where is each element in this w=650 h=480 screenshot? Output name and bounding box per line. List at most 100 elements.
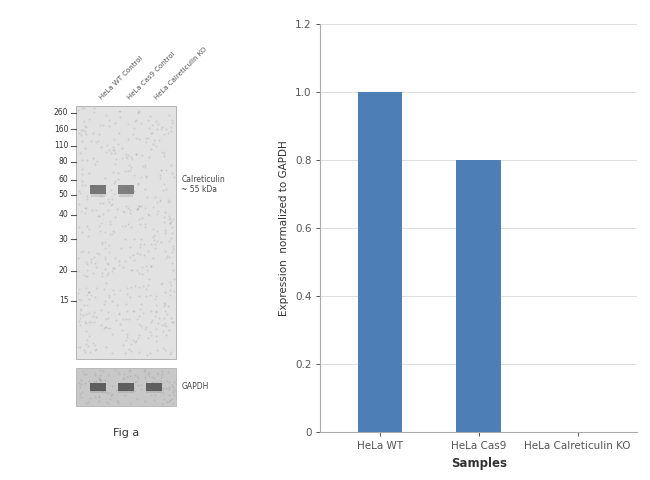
Point — [168, 391, 179, 398]
Point — [101, 111, 111, 119]
Point — [159, 218, 169, 226]
Point — [164, 215, 175, 222]
Point — [108, 228, 118, 235]
Point — [103, 261, 114, 268]
Point — [80, 379, 90, 387]
Point — [84, 225, 94, 233]
Point — [142, 351, 152, 359]
Point — [93, 212, 103, 220]
Point — [81, 399, 92, 407]
Point — [111, 386, 121, 394]
Point — [159, 247, 170, 254]
Point — [165, 219, 176, 227]
Point — [124, 345, 134, 353]
Point — [151, 301, 162, 309]
Point — [140, 161, 150, 168]
Point — [160, 227, 170, 234]
Point — [160, 229, 170, 237]
Point — [82, 222, 92, 229]
Point — [166, 395, 177, 403]
Point — [124, 399, 135, 407]
Point — [124, 294, 135, 301]
Point — [124, 366, 134, 374]
Point — [118, 188, 129, 195]
Point — [166, 123, 176, 131]
Point — [133, 334, 144, 342]
Point — [125, 223, 136, 231]
Point — [141, 172, 151, 180]
Point — [164, 350, 175, 358]
Point — [114, 130, 124, 137]
Point — [162, 196, 173, 204]
Point — [127, 130, 138, 138]
Point — [126, 266, 136, 274]
Point — [99, 265, 110, 273]
Point — [133, 204, 144, 212]
Point — [132, 266, 142, 274]
Point — [166, 381, 177, 388]
Point — [121, 300, 131, 308]
Point — [159, 321, 169, 328]
Point — [164, 219, 175, 227]
Point — [103, 248, 114, 255]
Point — [109, 290, 119, 298]
Point — [135, 173, 146, 180]
Point — [162, 129, 173, 136]
Point — [157, 123, 167, 131]
Point — [157, 321, 167, 329]
Point — [163, 198, 174, 206]
Point — [120, 235, 131, 242]
Point — [73, 224, 84, 231]
Point — [75, 311, 86, 318]
Point — [82, 195, 92, 203]
Point — [168, 215, 179, 222]
Point — [115, 108, 125, 115]
Text: Calreticulin
~ 55 kDa: Calreticulin ~ 55 kDa — [181, 175, 225, 194]
Point — [125, 206, 135, 214]
Point — [109, 228, 119, 235]
Point — [94, 393, 105, 401]
Point — [159, 395, 169, 403]
Point — [157, 186, 168, 194]
Point — [135, 251, 146, 258]
Point — [94, 222, 105, 230]
Point — [157, 384, 168, 392]
Point — [79, 204, 90, 212]
Point — [151, 238, 162, 245]
Point — [108, 143, 118, 151]
Point — [134, 107, 144, 115]
Point — [82, 260, 92, 267]
Point — [146, 331, 156, 339]
Point — [146, 129, 156, 136]
Point — [131, 395, 142, 402]
Point — [94, 130, 104, 138]
Point — [123, 220, 133, 228]
Point — [108, 286, 118, 293]
Point — [113, 368, 124, 376]
Point — [107, 201, 118, 208]
Bar — [119, 194, 133, 197]
Point — [81, 340, 91, 348]
Point — [132, 205, 142, 213]
Point — [96, 219, 106, 227]
Point — [86, 206, 97, 214]
Point — [73, 344, 83, 351]
Point — [123, 187, 133, 194]
Point — [76, 388, 86, 396]
Point — [166, 161, 177, 169]
Point — [118, 370, 129, 378]
Point — [81, 327, 92, 335]
Point — [120, 223, 131, 230]
Bar — [90, 391, 107, 394]
Point — [147, 130, 157, 137]
Point — [144, 124, 154, 132]
Point — [131, 150, 142, 158]
Point — [146, 262, 156, 270]
Point — [107, 267, 118, 275]
Point — [118, 374, 128, 382]
Point — [157, 344, 168, 352]
Point — [81, 272, 92, 280]
Point — [99, 253, 110, 261]
Text: Fig a: Fig a — [113, 428, 139, 438]
Point — [151, 325, 161, 333]
